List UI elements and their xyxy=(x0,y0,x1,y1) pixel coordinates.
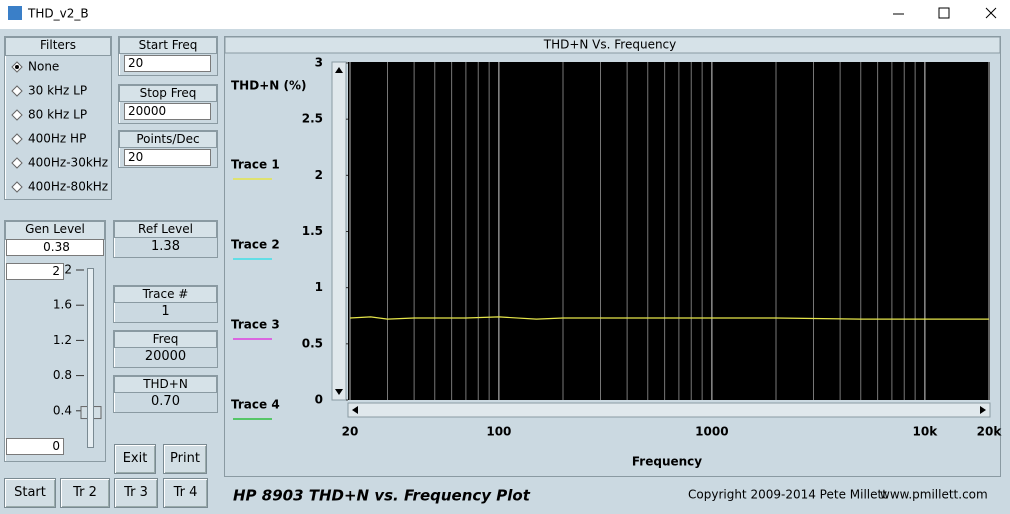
readout-value: 20000 xyxy=(144,349,187,364)
filter-option: None xyxy=(28,60,59,74)
x-tick-label: 100 xyxy=(486,425,511,439)
sweep-input[interactable]: 20000 xyxy=(124,103,211,120)
footer-title: HP 8903 THD+N vs. Frequency Plot xyxy=(233,487,531,505)
slider-tick-label: 2 xyxy=(64,263,72,277)
filters-label: Filters xyxy=(5,37,111,56)
slider-min-input[interactable]: 0 xyxy=(6,438,64,455)
y-tick-label: 2 xyxy=(315,168,323,182)
y-tick-label: 0.5 xyxy=(302,336,323,350)
slider-tick-label: 0.4 xyxy=(53,403,72,417)
radio-button[interactable] xyxy=(11,133,23,145)
slider-tick-label: 1.6 xyxy=(53,298,72,312)
readout-value: 0.70 xyxy=(151,394,180,409)
button[interactable]: Tr 3 xyxy=(114,478,158,508)
button[interactable]: Start xyxy=(4,478,56,508)
filter-option: 400Hz-80kHz xyxy=(28,180,108,194)
slider-tick-label: 0.8 xyxy=(53,368,72,382)
filters-group: Filters xyxy=(4,36,112,200)
readout-label: Freq xyxy=(114,331,217,348)
x-tick-label: 20k xyxy=(977,425,1003,439)
gen-level-label: Gen Level xyxy=(5,221,105,240)
x-tick-label: 1000 xyxy=(695,425,728,439)
readout-group xyxy=(113,220,218,258)
legend-label: Trace 3 xyxy=(231,318,280,332)
x-tick-label: 10k xyxy=(913,425,939,439)
sweep-label: Points/Dec xyxy=(119,131,217,148)
plot-header xyxy=(224,36,1001,54)
radio-button[interactable] xyxy=(11,109,23,121)
trace-line xyxy=(349,316,989,320)
sweep-label: Start Freq xyxy=(119,37,217,54)
plot-area xyxy=(348,62,990,400)
readout-value: 1 xyxy=(161,304,170,319)
radio-button[interactable] xyxy=(11,181,23,193)
legend-label: Trace 1 xyxy=(231,158,280,172)
y-tick-label: 2.5 xyxy=(302,112,323,126)
window-title: THD_v2_B xyxy=(27,7,89,21)
readout-label: THD+N xyxy=(114,376,217,393)
button[interactable]: Print xyxy=(163,444,207,474)
y-tick-label: 3 xyxy=(315,56,323,70)
chart-title: THD+N Vs. Frequency xyxy=(543,38,677,52)
sweep-group xyxy=(118,130,218,168)
filter-option: 400Hz-30kHz xyxy=(28,156,108,170)
legend-label: Trace 4 xyxy=(231,398,280,412)
radio-button[interactable] xyxy=(11,85,23,97)
y-axis-label: THD+N (%) xyxy=(231,79,306,93)
gen-level-group: Gen Level xyxy=(4,220,106,462)
y-tick-label: 1 xyxy=(315,280,323,294)
app-icon xyxy=(8,6,22,20)
sweep-label: Stop Freq xyxy=(119,85,217,102)
maximize-button[interactable] xyxy=(938,7,950,19)
sweep-group xyxy=(118,36,218,76)
copyright: Copyright 2009-2014 Pete Millett xyxy=(688,488,887,502)
filter-option: 30 kHz LP xyxy=(28,84,87,98)
readout-group xyxy=(113,285,218,323)
readout-value: 1.38 xyxy=(151,239,180,254)
filter-option: 400Hz HP xyxy=(28,132,86,146)
slider-max-input[interactable]: 2 xyxy=(6,263,64,280)
website: www.pmillett.com xyxy=(880,488,988,502)
button[interactable]: Tr 2 xyxy=(60,478,110,508)
slider-tick-label: 1.2 xyxy=(53,333,72,347)
slider-track xyxy=(87,268,94,448)
button[interactable]: Exit xyxy=(114,444,156,474)
sweep-input[interactable]: 20 xyxy=(124,55,211,72)
y-tick-label: 0 xyxy=(315,393,323,407)
readout-label: Ref Level xyxy=(114,221,217,238)
legend-label: Trace 2 xyxy=(231,238,280,252)
v-scrollbar[interactable] xyxy=(331,61,347,401)
sweep-group xyxy=(118,84,218,124)
readout-group xyxy=(113,330,218,368)
filter-option: 80 kHz LP xyxy=(28,108,87,122)
gen-level-spinner[interactable]: 0.38 xyxy=(6,239,104,256)
radio-dot xyxy=(15,65,19,69)
readout-label: Trace # xyxy=(114,286,217,303)
close-button[interactable] xyxy=(985,7,997,19)
button[interactable]: Tr 4 xyxy=(163,478,208,508)
x-tick-label: 20 xyxy=(342,425,359,439)
radio-button[interactable] xyxy=(11,157,23,169)
y-tick-label: 1.5 xyxy=(302,224,323,238)
x-axis-label: Frequency xyxy=(632,455,702,469)
title-bar xyxy=(0,0,1010,29)
h-scrollbar[interactable] xyxy=(347,402,991,418)
sweep-input[interactable]: 20 xyxy=(124,149,211,166)
readout-group xyxy=(113,375,218,413)
